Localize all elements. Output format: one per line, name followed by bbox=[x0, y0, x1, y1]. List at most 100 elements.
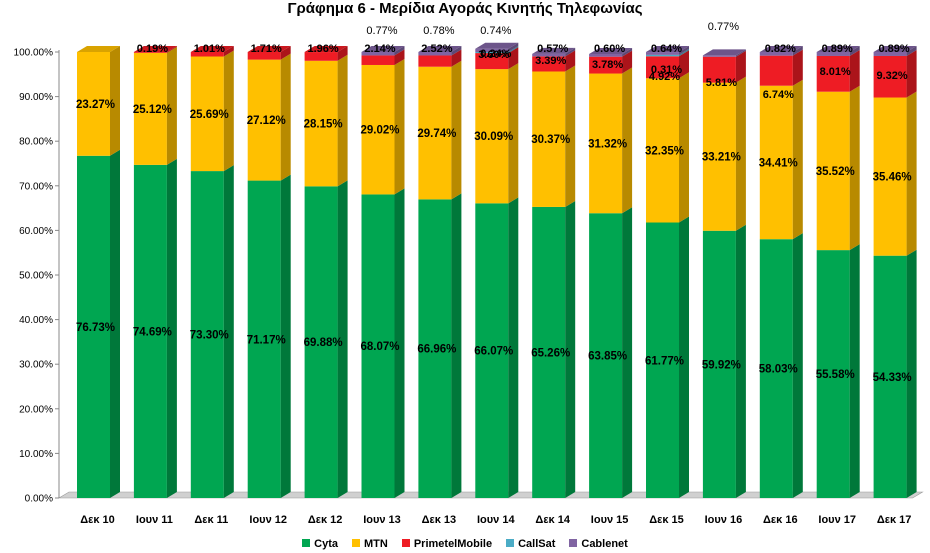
bar-segment-cablenet-front bbox=[873, 52, 907, 56]
x-tick-label: Ιουν 11 bbox=[136, 514, 173, 526]
bar-segment-mtn-front bbox=[304, 60, 338, 187]
data-label-mtn: 34.41% bbox=[759, 157, 798, 169]
bar-segment-primetelmobile-side bbox=[451, 49, 462, 67]
bar-segment-cablenet-side bbox=[849, 46, 860, 56]
bar-top-cap bbox=[475, 42, 519, 49]
data-label-primetelmobile: 6.74% bbox=[763, 89, 794, 101]
data-label-cablenet: 0.82% bbox=[765, 43, 796, 55]
bar-segment-primetelmobile-side bbox=[166, 46, 177, 53]
data-label-mtn: 29.02% bbox=[360, 125, 399, 137]
legend-item-primetelmobile: PrimetelMobile bbox=[401, 538, 492, 550]
bar-segment-cablenet-front bbox=[589, 54, 623, 57]
x-tick-label: Δεκ 11 bbox=[194, 514, 228, 526]
bar-segment-primetelmobile-side bbox=[679, 50, 689, 79]
bar-segment-cyta-side bbox=[735, 224, 746, 498]
bar-segment-mtn-front bbox=[646, 78, 679, 223]
legend: Cyta MTN PrimetelMobile CallSat Cablenet bbox=[0, 538, 930, 550]
bar-segment-primetelmobile-front bbox=[475, 53, 509, 70]
bar-segment-primetelmobile-front bbox=[532, 56, 566, 72]
bar-segment-cablenet-side bbox=[565, 47, 576, 57]
data-label-primetelmobile: 5.81% bbox=[706, 77, 737, 89]
bar-segment-cyta-side bbox=[906, 249, 917, 498]
legend-item-cablenet: Cablenet bbox=[569, 538, 628, 550]
bar-segment-cyta-front bbox=[589, 213, 623, 498]
bar-segment-primetelmobile-side bbox=[849, 49, 860, 92]
bar-segment-cyta-side bbox=[792, 233, 803, 498]
bar-segment-primetelmobile-front bbox=[702, 56, 736, 83]
bar-segment-cablenet-front bbox=[816, 52, 850, 56]
data-label-cablenet: 0.64% bbox=[651, 43, 682, 55]
bar-segment-mtn-front bbox=[133, 52, 167, 165]
legend-label: CallSat bbox=[518, 538, 556, 550]
bar-segment-primetelmobile-front bbox=[247, 52, 281, 60]
legend-label: MTN bbox=[364, 538, 388, 550]
bar-segment-cablenet-side bbox=[735, 49, 746, 57]
bar-segment-callsat-front bbox=[475, 52, 509, 54]
bar-segment-cablenet-front bbox=[702, 55, 736, 57]
data-label-cyta: 74.69% bbox=[133, 326, 172, 338]
bar-segment-cyta-front bbox=[873, 255, 907, 498]
bar-segment-mtn-front bbox=[247, 59, 281, 181]
data-label-primetelmobile: 1.71% bbox=[251, 43, 282, 55]
bar-segment-mtn-side bbox=[792, 79, 803, 240]
data-label-cyta: 59.92% bbox=[702, 359, 741, 371]
bar-segment-cyta-side bbox=[451, 193, 462, 498]
data-label-primetelmobile: 2.52% bbox=[421, 43, 452, 55]
bar-top-cap bbox=[873, 46, 917, 52]
bar-segment-cyta-front bbox=[361, 194, 395, 498]
bar-segment-cyta-side bbox=[394, 188, 405, 498]
x-tick-label: Δεκ 10 bbox=[80, 514, 115, 526]
bar-segment-cyta-front bbox=[646, 222, 679, 498]
data-label-cyta: 73.30% bbox=[190, 330, 229, 342]
bar-segment-cyta-front bbox=[702, 230, 736, 498]
bar-segment-mtn-front bbox=[532, 71, 566, 207]
data-label-mtn: 23.27% bbox=[76, 99, 115, 111]
bar-segment-mtn-side bbox=[622, 67, 633, 214]
data-label-callsat: 0.31% bbox=[651, 64, 682, 76]
bar-segment-mtn-side bbox=[110, 46, 120, 156]
bar-segment-cyta-side bbox=[622, 207, 633, 498]
data-label-cyta: 76.73% bbox=[76, 322, 115, 334]
chart-title: Γράφημα 6 - Μερίδια Αγοράς Κινητής Τηλεφ… bbox=[287, 0, 643, 17]
x-tick-label: Ιουν 12 bbox=[249, 514, 287, 526]
bar-segment-mtn-side bbox=[849, 85, 860, 251]
bar-segment-cyta-front bbox=[475, 203, 509, 498]
bar-segment-cablenet-side bbox=[508, 42, 519, 52]
bar-segment-callsat-front bbox=[646, 54, 679, 57]
bar-segment-cyta-side bbox=[223, 165, 234, 498]
bar-segment-primetelmobile-front bbox=[816, 55, 850, 92]
bar-segment-callsat-side bbox=[508, 46, 519, 54]
data-label-cablenet: 0.57% bbox=[537, 43, 568, 55]
data-label-cyta: 65.26% bbox=[531, 347, 570, 359]
bar-segment-cyta-side bbox=[166, 158, 177, 498]
bar-top-cap bbox=[816, 46, 860, 52]
data-label-mtn: 28.15% bbox=[304, 119, 343, 131]
bar-segment-cyta-front bbox=[304, 186, 338, 498]
data-label-primetelmobile: 1.96% bbox=[307, 43, 338, 55]
bar-top-cap bbox=[646, 46, 689, 53]
bar-segment-cyta-front bbox=[816, 250, 850, 498]
bar-segment-primetelmobile-front bbox=[133, 52, 167, 53]
bar-segment-mtn-side bbox=[735, 76, 746, 231]
data-label-cyta: 66.07% bbox=[474, 346, 513, 358]
bar-top-cap bbox=[77, 46, 120, 52]
data-label-primetelmobile: 3.60% bbox=[478, 49, 509, 61]
data-label-mtn: 27.12% bbox=[247, 115, 286, 127]
bar-segment-primetelmobile-front bbox=[418, 55, 452, 67]
data-label-cyta: 68.07% bbox=[360, 341, 399, 353]
bar-segment-cyta-side bbox=[679, 216, 689, 498]
bar-segment-cyta-side bbox=[280, 174, 291, 499]
bar-segment-mtn-side bbox=[451, 60, 462, 200]
bar-segment-cablenet-front bbox=[532, 53, 566, 57]
bar-segment-mtn-side bbox=[679, 72, 689, 223]
bar-segment-mtn-side bbox=[166, 46, 177, 165]
bar-segment-cyta-front bbox=[418, 199, 452, 498]
data-label-cablenet: 0.89% bbox=[822, 43, 853, 55]
data-label-cablenet: 0.77% bbox=[366, 25, 397, 37]
bar-top-cap bbox=[532, 47, 576, 54]
bar-segment-cablenet-front bbox=[361, 52, 395, 56]
bar-segment-mtn-front bbox=[77, 52, 110, 156]
bar-segment-cyta-front bbox=[190, 171, 224, 498]
x-tick-label: Ιουν 16 bbox=[705, 514, 743, 526]
data-label-cyta: 66.96% bbox=[417, 344, 456, 356]
